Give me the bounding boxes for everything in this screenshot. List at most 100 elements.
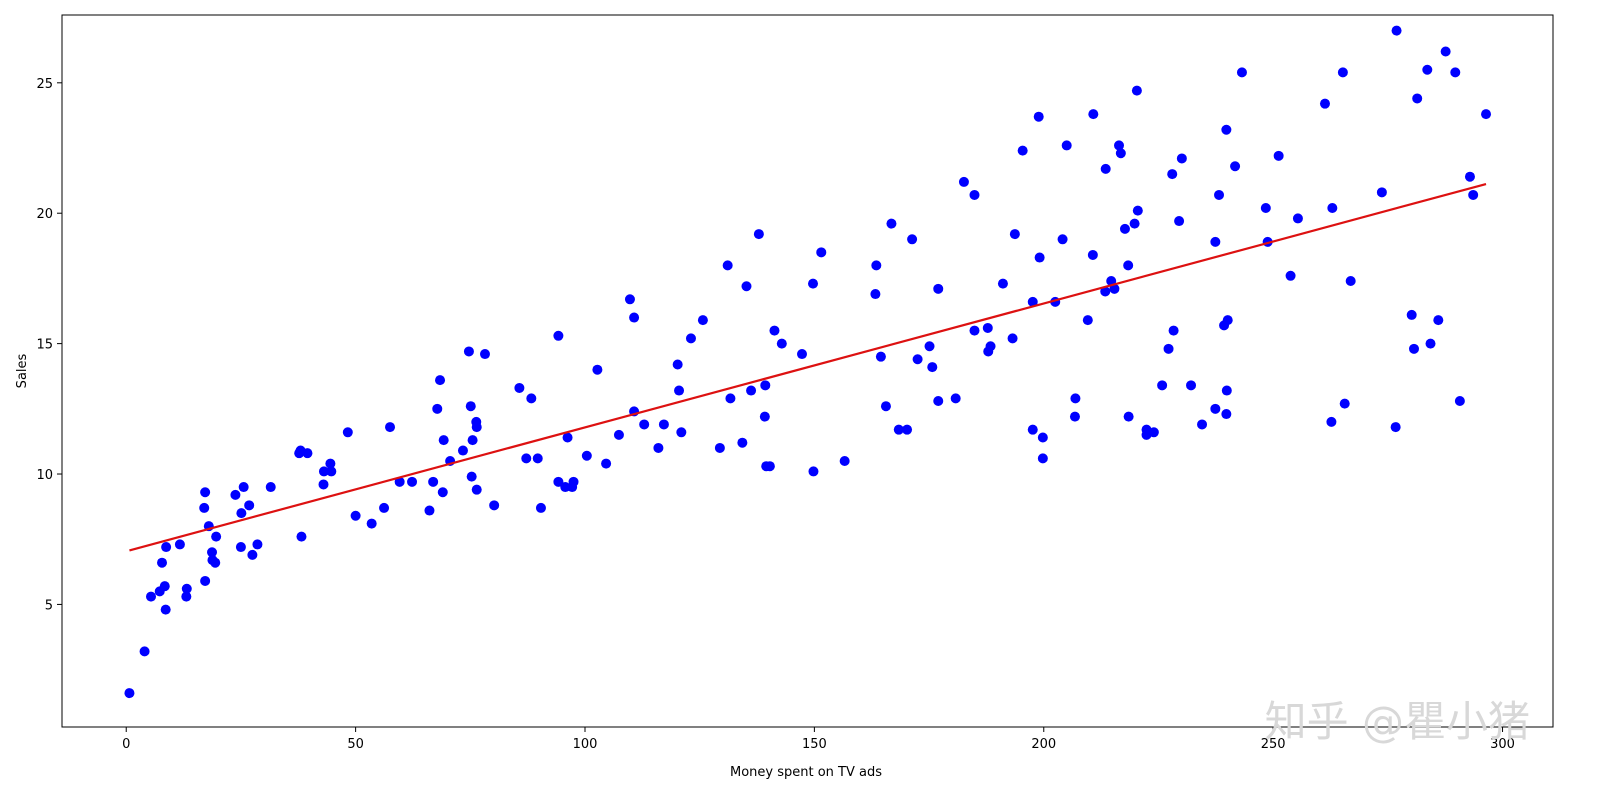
data-point xyxy=(1100,163,1111,174)
data-point xyxy=(1433,315,1444,326)
data-point xyxy=(927,362,938,373)
data-point xyxy=(159,581,170,592)
data-point xyxy=(1115,148,1126,159)
data-point xyxy=(385,422,396,433)
data-point xyxy=(875,351,886,362)
data-point xyxy=(200,487,211,498)
data-point xyxy=(769,325,780,336)
x-tick-label: 0 xyxy=(122,737,130,752)
data-point xyxy=(753,229,764,240)
data-point xyxy=(880,401,891,412)
data-point xyxy=(1061,140,1072,151)
data-point xyxy=(1326,416,1337,427)
x-axis-label: Money spent on TV ads xyxy=(730,765,882,780)
data-point xyxy=(741,281,752,292)
data-point xyxy=(1454,395,1465,406)
data-point xyxy=(318,466,329,477)
data-point xyxy=(871,260,882,271)
data-point xyxy=(210,557,221,568)
data-point xyxy=(1087,249,1098,260)
data-point xyxy=(318,479,329,490)
data-point xyxy=(1450,67,1461,78)
data-point xyxy=(350,510,361,521)
data-point xyxy=(592,364,603,375)
data-point xyxy=(1037,432,1048,443)
data-point xyxy=(985,341,996,352)
data-point xyxy=(1123,411,1134,422)
data-point xyxy=(1214,189,1225,200)
data-point xyxy=(997,278,1008,289)
data-point xyxy=(1210,403,1221,414)
plot-area xyxy=(61,14,1554,728)
data-point xyxy=(1157,380,1168,391)
data-point xyxy=(568,476,579,487)
x-tick-label: 300 xyxy=(1490,737,1515,752)
data-point xyxy=(252,539,263,550)
data-point xyxy=(479,349,490,360)
data-point xyxy=(562,432,573,443)
data-point xyxy=(808,278,819,289)
data-point xyxy=(658,419,669,430)
data-point xyxy=(302,448,313,459)
data-point xyxy=(933,283,944,294)
data-point xyxy=(1174,216,1185,227)
data-point xyxy=(697,315,708,326)
data-point xyxy=(624,294,635,305)
data-point xyxy=(1027,424,1038,435)
data-point xyxy=(933,395,944,406)
data-point xyxy=(235,542,246,553)
data-point xyxy=(236,508,247,519)
data-point xyxy=(924,341,935,352)
data-point xyxy=(1230,161,1241,172)
data-point xyxy=(466,471,477,482)
data-point xyxy=(244,500,255,511)
data-point xyxy=(629,312,640,323)
regression-line xyxy=(129,182,1487,552)
data-point xyxy=(211,531,222,542)
data-point xyxy=(199,502,210,513)
data-point xyxy=(1168,325,1179,336)
data-point xyxy=(1422,64,1433,75)
data-point xyxy=(581,450,592,461)
data-point xyxy=(685,333,696,344)
data-point xyxy=(1406,309,1417,320)
data-point xyxy=(1339,398,1350,409)
data-point xyxy=(759,411,770,422)
data-point xyxy=(560,482,571,493)
data-point xyxy=(1210,236,1221,247)
data-point xyxy=(639,419,650,430)
data-point xyxy=(1197,419,1208,430)
data-point xyxy=(532,453,543,464)
data-point xyxy=(139,646,150,657)
data-point xyxy=(1088,109,1099,120)
x-tick-label: 100 xyxy=(573,737,598,752)
data-point xyxy=(653,442,664,453)
y-axis-label: Sales xyxy=(15,353,30,388)
data-point xyxy=(174,539,185,550)
data-point xyxy=(265,482,276,493)
y-tick-label: 20 xyxy=(36,207,53,222)
data-point xyxy=(839,455,850,466)
y-tick-label: 5 xyxy=(45,598,53,613)
data-point xyxy=(1391,25,1402,36)
data-point xyxy=(161,542,172,553)
data-point xyxy=(950,393,961,404)
data-point xyxy=(1337,67,1348,78)
data-point xyxy=(1327,202,1338,213)
data-point xyxy=(1319,98,1330,109)
data-point xyxy=(1009,229,1020,240)
data-point xyxy=(489,500,500,511)
data-point xyxy=(521,453,532,464)
data-point xyxy=(1481,109,1492,120)
data-point xyxy=(342,427,353,438)
data-point xyxy=(1114,140,1125,151)
data-point xyxy=(1236,67,1247,78)
data-point xyxy=(982,322,993,333)
data-points xyxy=(124,25,1492,699)
data-point xyxy=(1148,427,1159,438)
data-point xyxy=(1292,213,1303,224)
data-point xyxy=(746,385,757,396)
data-point xyxy=(893,424,904,435)
x-tick-label: 50 xyxy=(347,737,364,752)
